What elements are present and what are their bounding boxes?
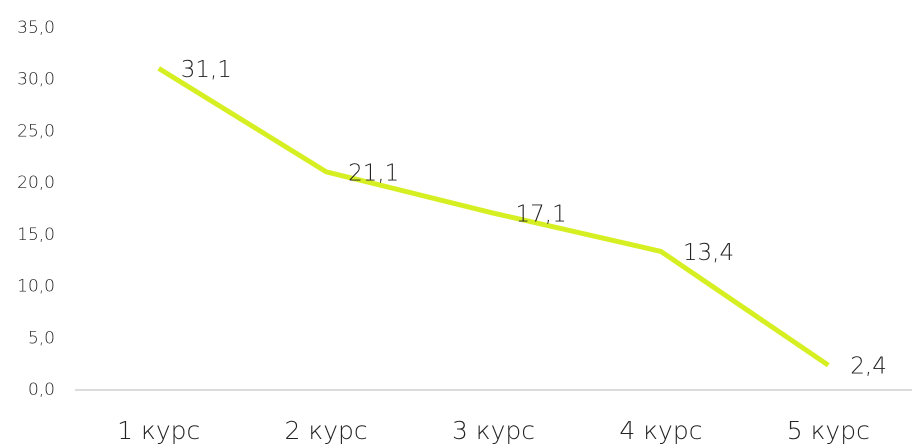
data-label: 17,1 [516, 202, 567, 228]
y-tick-label: 0,0 [28, 380, 55, 400]
x-tick-label: 3 курс [452, 416, 535, 445]
x-tick-label: 2 курс [285, 416, 368, 445]
y-tick-label: 25,0 [17, 121, 55, 141]
x-tick-label: 4 курс [619, 416, 702, 445]
y-tick-label: 35,0 [17, 18, 55, 38]
y-tick-label: 5,0 [28, 328, 55, 348]
data-label: 13,4 [683, 240, 734, 266]
data-line [157, 66, 830, 368]
x-tick-label: 1 курс [117, 416, 200, 445]
y-tick-label: 30,0 [17, 70, 55, 90]
y-tick-label: 20,0 [17, 173, 55, 193]
data-label: 21,1 [348, 160, 399, 186]
y-tick-label: 15,0 [17, 225, 55, 245]
y-tick-label: 10,0 [17, 277, 55, 297]
data-label: 2,4 [850, 354, 887, 380]
data-label: 31,1 [181, 57, 232, 83]
x-tick-label: 5 курс [787, 416, 870, 445]
